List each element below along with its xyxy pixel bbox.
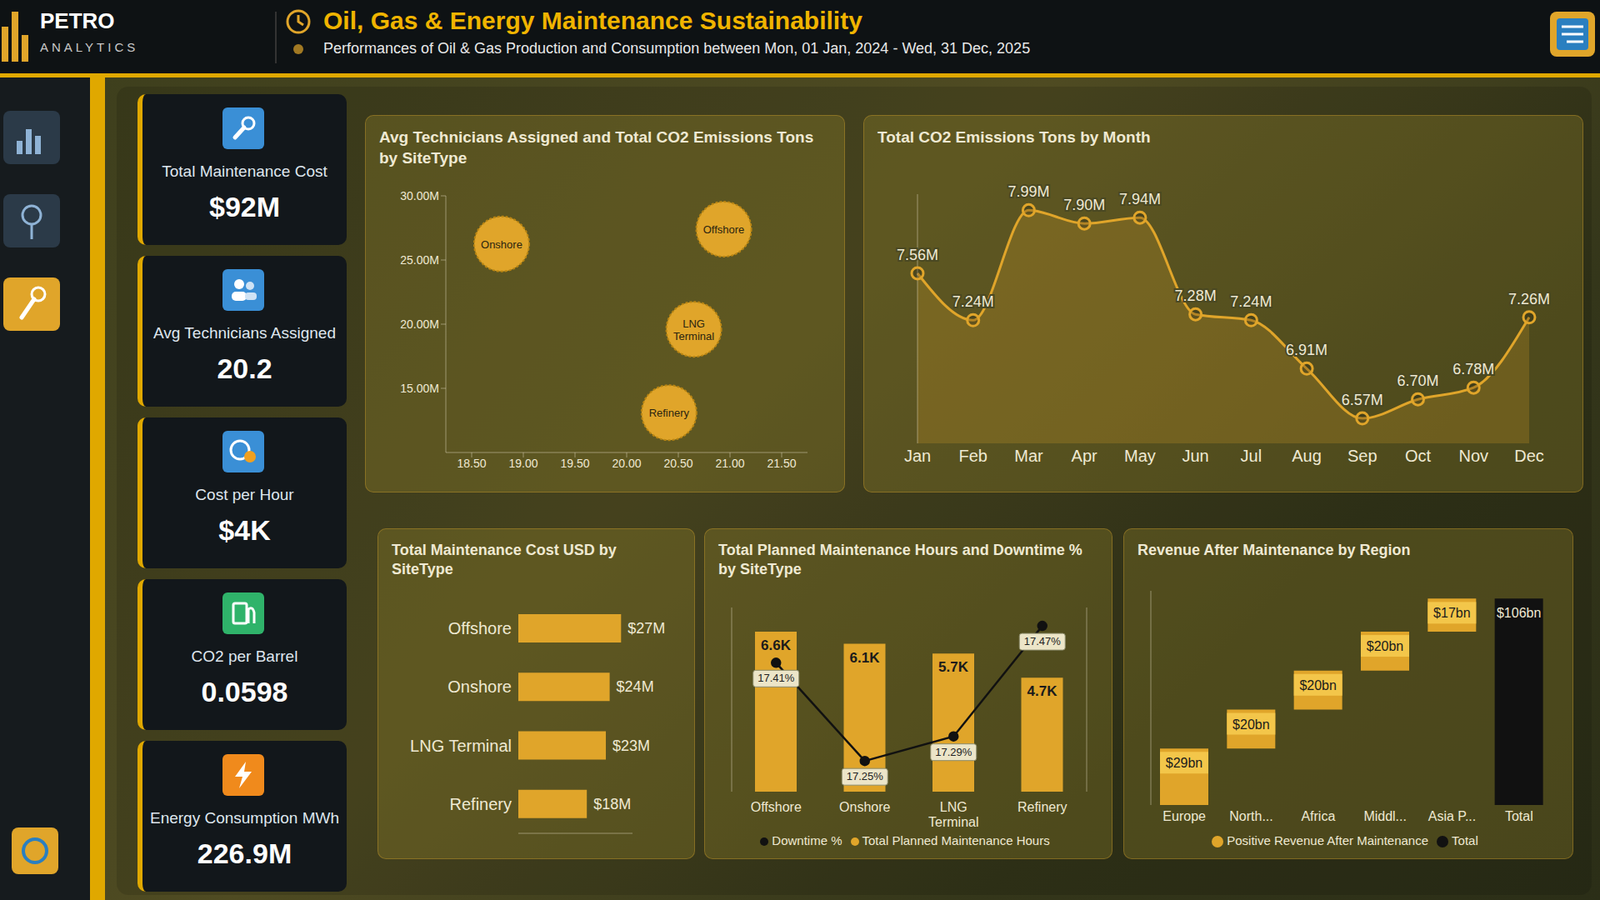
html-text:Avg Technicians Assigned and T: Avg Technicians Assigned and Total CO2 E…: [379, 128, 814, 167]
html-text:Performances of Oil & Gas Prod: Performances of Oil & Gas Production and…: [323, 40, 1031, 57]
svg-text:6.70M: 6.70M: [1397, 372, 1440, 390]
html-text:Total CO2 Emissions Tons by Mo: Total CO2 Emissions Tons by Month: [877, 128, 1151, 146]
svg-text:North...: North...: [1229, 809, 1273, 824]
svg-text:Refinery: Refinery: [450, 795, 512, 814]
svg-text:7.28M: 7.28M: [1175, 287, 1217, 305]
html-text:CO2 per Barrel: CO2 per Barrel: [191, 647, 298, 665]
svg-text:LNGTerminal: LNGTerminal: [673, 317, 715, 343]
svg-text:19.50: 19.50: [560, 456, 590, 470]
html-text:$4K: $4K: [218, 514, 271, 546]
html-text:Total Planned Maintenance Hour: Total Planned Maintenance Hours and Down…: [718, 541, 1083, 578]
svg-text:6.91M: 6.91M: [1285, 341, 1328, 359]
svg-text:Onshore: Onshore: [447, 677, 512, 696]
svg-text:Dec: Dec: [1514, 446, 1545, 465]
svg-text:20.00: 20.00: [611, 456, 641, 470]
html-text:Total Maintenance Cost: Total Maintenance Cost: [161, 162, 328, 180]
svg-text:6.6K: 6.6K: [760, 637, 792, 654]
svg-text:Jan: Jan: [904, 446, 931, 465]
html-text:Revenue After Maintenance by R: Revenue After Maintenance by Region: [1137, 541, 1411, 559]
svg-text:6.1K: 6.1K: [850, 650, 881, 666]
svg-text:17.47%: 17.47%: [1024, 635, 1062, 648]
svg-text:5.7K: 5.7K: [938, 659, 970, 675]
html-text:Positive Revenue After Mainten: Positive Revenue After Maintenance: [1226, 833, 1429, 848]
html-text:20.2: 20.2: [217, 352, 273, 385]
svg-text:7.90M: 7.90M: [1063, 196, 1105, 214]
svg-text:7.94M: 7.94M: [1119, 190, 1161, 208]
svg-text:$29bn: $29bn: [1165, 755, 1204, 770]
svg-text:$24M: $24M: [616, 678, 655, 695]
html-text:$92M: $92M: [209, 190, 280, 223]
svg-text:20.00M: 20.00M: [400, 317, 440, 331]
svg-text:21.00: 21.00: [715, 456, 745, 470]
svg-text:Nov: Nov: [1458, 446, 1489, 465]
html-text:PETRO: PETRO: [40, 8, 115, 34]
svg-text:Offshore: Offshore: [448, 619, 512, 638]
svg-text:Oct: Oct: [1405, 446, 1432, 465]
svg-text:Offshore: Offshore: [703, 223, 745, 236]
svg-text:20.50: 20.50: [663, 456, 693, 470]
svg-text:7.24M: 7.24M: [952, 293, 995, 310]
svg-text:Africa: Africa: [1300, 809, 1335, 824]
svg-text:25.00M: 25.00M: [400, 253, 440, 267]
svg-text:$20bn: $20bn: [1299, 678, 1337, 693]
svg-text:17.41%: 17.41%: [757, 671, 795, 685]
html-text:Total Maintenance Cost USD by: Total Maintenance Cost USD by SiteType: [391, 541, 617, 578]
svg-text:Apr: Apr: [1071, 446, 1098, 465]
html-text:226.9M: 226.9M: [197, 837, 292, 870]
svg-text:7.24M: 7.24M: [1230, 293, 1272, 310]
svg-text:$23M: $23M: [612, 737, 650, 755]
svg-text:Europe: Europe: [1162, 809, 1206, 824]
svg-text:6.57M: 6.57M: [1341, 391, 1384, 409]
svg-text:Refinery: Refinery: [649, 406, 690, 420]
html-text:Avg Technicians Assigned: Avg Technicians Assigned: [153, 324, 336, 342]
svg-text:Middl...: Middl...: [1363, 809, 1407, 824]
svg-text:Asia P...: Asia P...: [1428, 809, 1477, 824]
svg-text:Onshore: Onshore: [480, 238, 523, 251]
svg-text:$18M: $18M: [593, 795, 631, 813]
html-text:Cost per Hour: Cost per Hour: [195, 485, 294, 504]
html-text:Energy Consumption MWh: Energy Consumption MWh: [150, 809, 340, 827]
svg-text:17.25%: 17.25%: [846, 770, 885, 783]
svg-text:$17bn: $17bn: [1433, 605, 1471, 620]
svg-text:Total: Total: [1505, 809, 1534, 824]
svg-text:LNGTerminal: LNGTerminal: [928, 800, 979, 830]
svg-text:Onshore: Onshore: [839, 800, 890, 815]
svg-text:19.00: 19.00: [508, 456, 538, 470]
svg-text:Offshore: Offshore: [750, 800, 802, 815]
html-text:Total: Total: [1451, 833, 1479, 848]
svg-text:$20bn: $20bn: [1366, 639, 1405, 654]
svg-text:Sep: Sep: [1347, 446, 1378, 465]
svg-text:6.78M: 6.78M: [1452, 360, 1495, 378]
html-text:0.0598: 0.0598: [201, 675, 288, 708]
svg-text:15.00M: 15.00M: [400, 381, 440, 395]
svg-text:$106bn: $106bn: [1496, 605, 1541, 620]
html-text:Total Planned Maintenance Hour: Total Planned Maintenance Hours: [862, 833, 1050, 848]
svg-text:Jun: Jun: [1182, 446, 1210, 465]
svg-text:Mar: Mar: [1014, 446, 1044, 465]
svg-text:7.56M: 7.56M: [896, 246, 939, 264]
svg-text:Jul: Jul: [1240, 446, 1263, 465]
svg-text:17.29%: 17.29%: [935, 745, 973, 759]
svg-text:18.50: 18.50: [456, 456, 486, 470]
html-text:ANALYTICS: ANALYTICS: [40, 40, 139, 55]
html-text:Oil, Gas & Energy Maintenance: Oil, Gas & Energy Maintenance Sustainabi…: [323, 6, 863, 35]
svg-text:4.7K: 4.7K: [1027, 683, 1059, 700]
svg-text:21.50: 21.50: [766, 456, 796, 470]
svg-text:Feb: Feb: [958, 446, 987, 465]
svg-text:$27M: $27M: [627, 620, 665, 637]
svg-text:Aug: Aug: [1291, 446, 1322, 465]
html-text:Downtime %: Downtime %: [771, 833, 843, 848]
svg-text:7.26M: 7.26M: [1508, 290, 1550, 308]
svg-text:May: May: [1124, 446, 1156, 465]
svg-text:LNG Terminal: LNG Terminal: [410, 736, 512, 755]
svg-text:$20bn: $20bn: [1232, 717, 1270, 732]
svg-text:7.99M: 7.99M: [1007, 183, 1050, 200]
svg-text:Refinery: Refinery: [1017, 800, 1068, 815]
svg-text:30.00M: 30.00M: [400, 189, 440, 203]
